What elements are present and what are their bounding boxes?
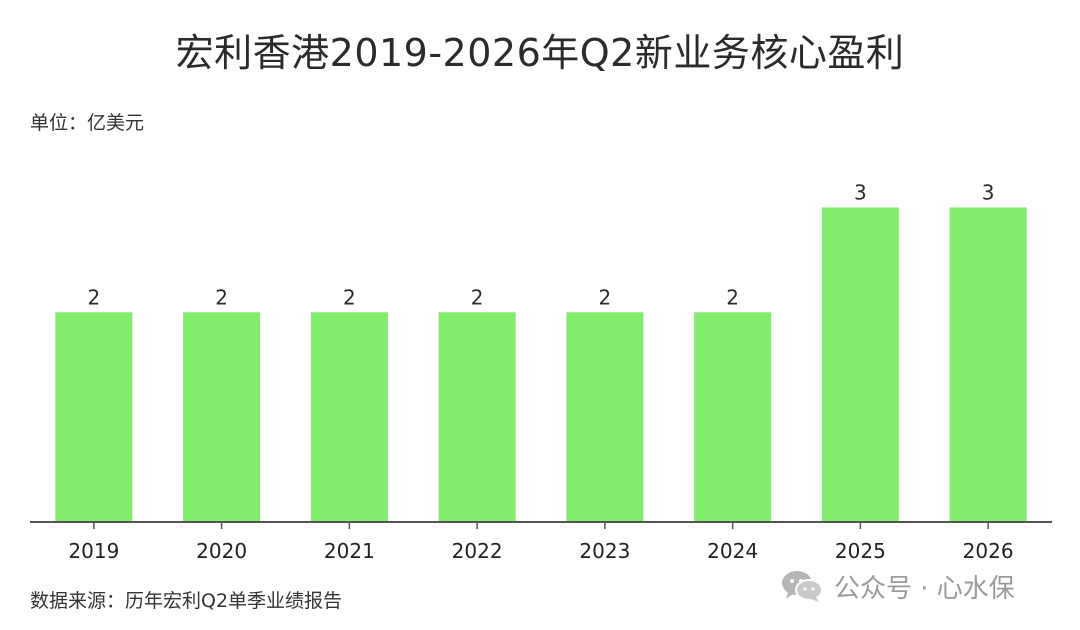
source-note: 数据来源：历年宏利Q2单季业绩报告 bbox=[30, 590, 343, 612]
data-label-2024: 2 bbox=[726, 285, 739, 309]
x-tick-label-2025: 2025 bbox=[835, 539, 886, 563]
data-label-2019: 2 bbox=[88, 285, 101, 309]
data-label-2023: 2 bbox=[599, 285, 612, 309]
x-tick-label-2022: 2022 bbox=[452, 539, 503, 563]
x-tick-label-2021: 2021 bbox=[324, 539, 375, 563]
bar-2023 bbox=[566, 312, 644, 522]
data-label-2025: 3 bbox=[854, 180, 867, 204]
bar-2021 bbox=[310, 312, 388, 522]
data-label-2020: 2 bbox=[215, 285, 228, 309]
bar-2019 bbox=[55, 312, 133, 522]
unit-label: 单位：亿美元 bbox=[30, 112, 145, 134]
data-label-2022: 2 bbox=[471, 285, 484, 309]
bar-2026 bbox=[949, 207, 1027, 522]
x-tick-label-2020: 2020 bbox=[196, 539, 247, 563]
bar-2024 bbox=[694, 312, 772, 522]
chart-title: 宏利香港2019-2026年Q2新业务核心盈利 bbox=[175, 31, 905, 75]
bar-2025 bbox=[821, 207, 899, 522]
bar-2020 bbox=[183, 312, 261, 522]
watermark-text: 公众号 · 心水保 bbox=[834, 573, 1015, 604]
data-label-2026: 3 bbox=[982, 180, 995, 204]
bar-2022 bbox=[438, 312, 516, 522]
data-label-2021: 2 bbox=[343, 285, 356, 309]
wechat-icon bbox=[782, 571, 823, 602]
x-tick-label-2019: 2019 bbox=[68, 539, 119, 563]
x-tick-label-2023: 2023 bbox=[579, 539, 630, 563]
x-tick-label-2026: 2026 bbox=[963, 539, 1014, 563]
x-tick-label-2024: 2024 bbox=[707, 539, 758, 563]
watermark: 公众号 · 心水保 bbox=[780, 566, 1015, 606]
